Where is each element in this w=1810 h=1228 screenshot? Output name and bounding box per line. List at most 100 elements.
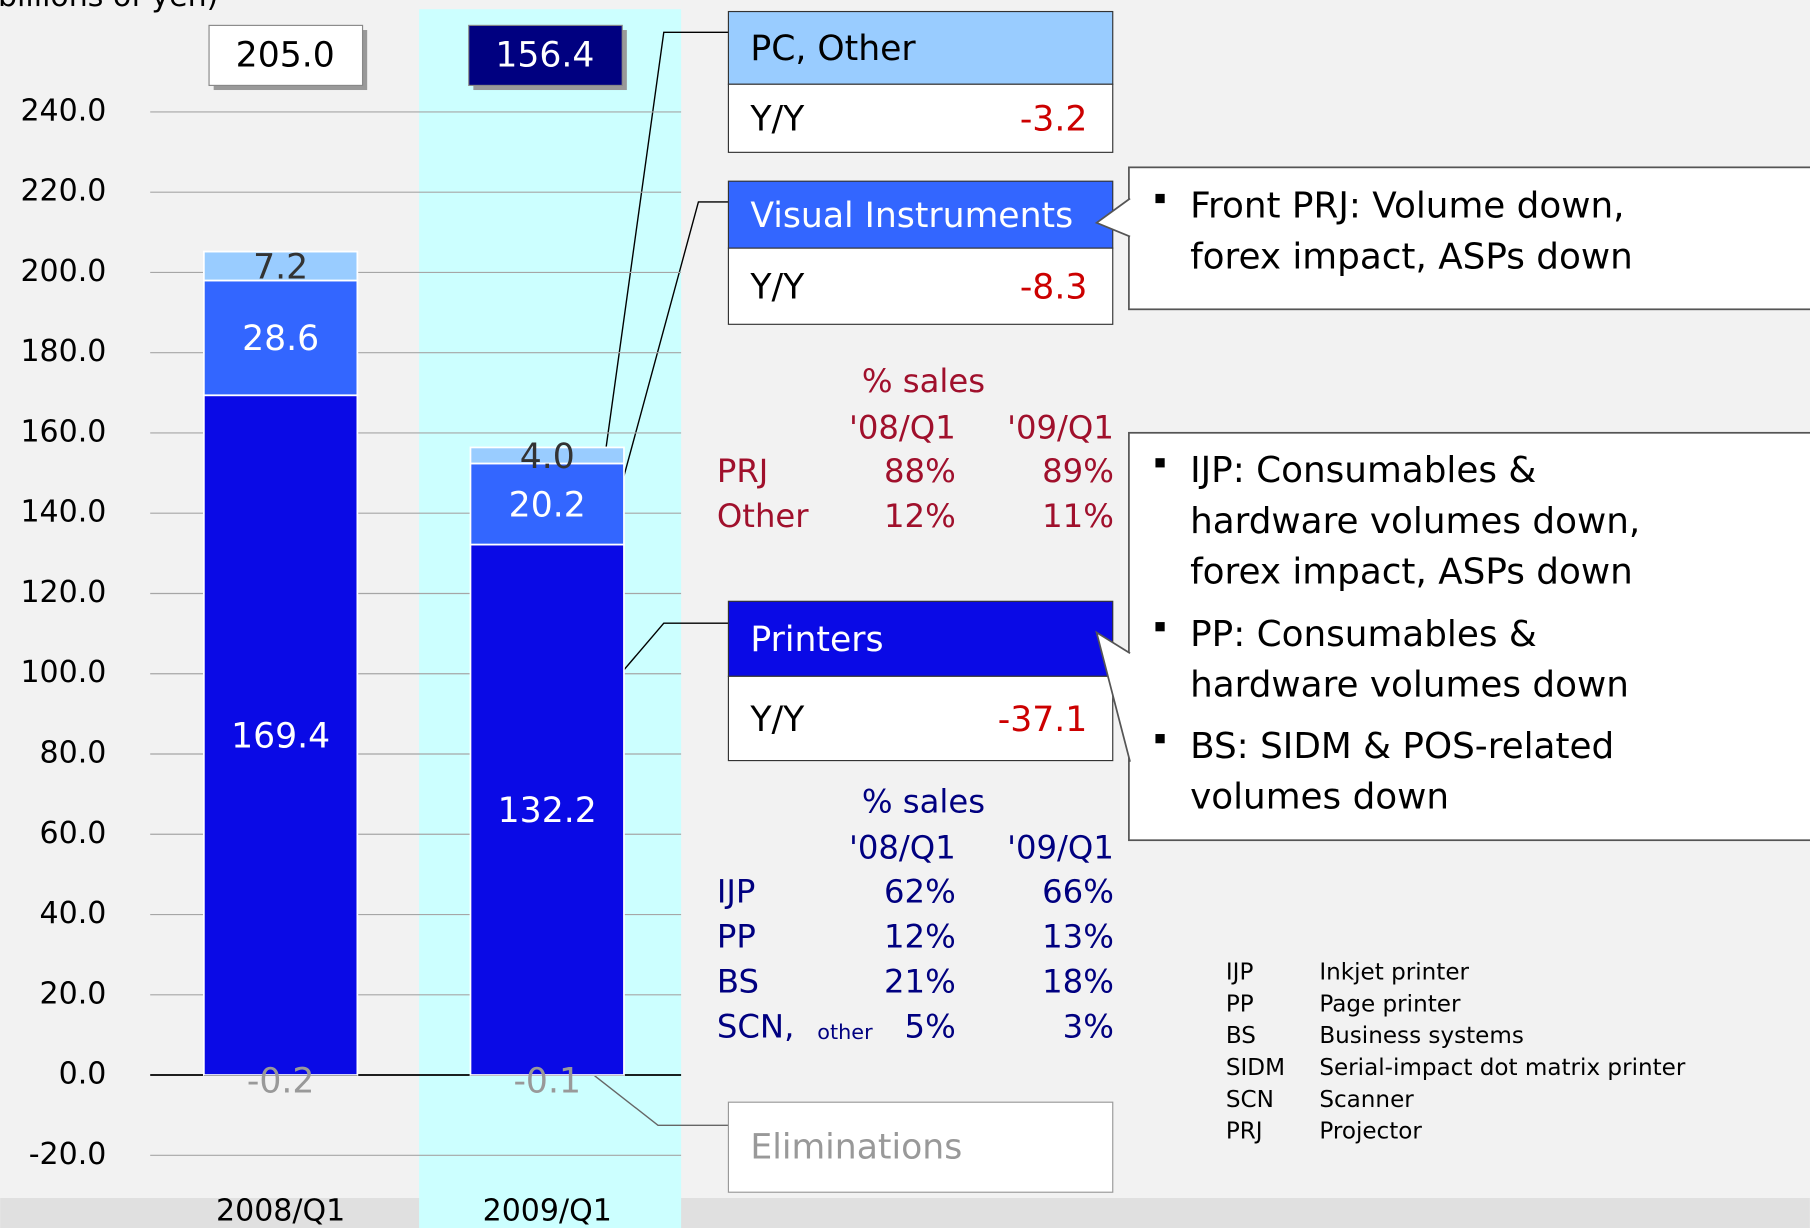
table-cell: 88% — [884, 452, 956, 490]
yy-row — [727, 675, 1114, 762]
y-tick-label: 60.0 — [40, 816, 107, 851]
note-line: hardware volumes down — [1190, 665, 1629, 706]
table-cell: 13% — [1042, 917, 1114, 955]
y-tick-label: 120.0 — [20, 575, 106, 610]
y-tick-label: 140.0 — [20, 495, 106, 530]
bullet — [1155, 622, 1165, 632]
data-label: -0.1 — [513, 1062, 581, 1102]
yy-value: -3.2 — [1020, 100, 1088, 140]
table-cell: 62% — [884, 872, 956, 910]
total-box — [208, 24, 364, 86]
legend-header — [727, 600, 1114, 677]
note-box — [1128, 166, 1810, 311]
legend-name: Eliminations — [750, 1127, 962, 1167]
table-column: '08/Q1 — [849, 828, 956, 866]
legend-name: PC, Other — [750, 29, 916, 69]
y-tick-label: 160.0 — [20, 414, 106, 449]
table-cell: 12% — [884, 917, 956, 955]
bar-segment — [202, 394, 359, 1076]
elim-box — [727, 1101, 1114, 1193]
glossary-abbr: BS — [1226, 1023, 1256, 1049]
y-tick-label: 100.0 — [20, 655, 106, 690]
table-row-name: PRJ — [717, 452, 768, 490]
glossary-text: Inkjet printer — [1319, 959, 1469, 985]
table-row-name: IJP — [717, 872, 756, 910]
table-column: '09/Q1 — [1007, 408, 1114, 446]
data-label: 28.6 — [242, 319, 319, 359]
legend-name: Visual Instruments — [750, 196, 1073, 236]
bar-segment — [203, 1075, 358, 1076]
note-line: PP: Consumables & — [1190, 614, 1537, 655]
legend-header — [727, 10, 1114, 85]
y-tick-label: 220.0 — [20, 174, 106, 209]
bar-segment — [469, 543, 625, 1076]
yy-label: Y/Y — [749, 700, 805, 740]
data-label: 7.2 — [253, 247, 308, 287]
yy-row — [727, 247, 1114, 325]
data-label: -0.2 — [247, 1062, 315, 1102]
bar-segment — [202, 250, 359, 282]
yy-row — [727, 83, 1114, 153]
table-column: '08/Q1 — [849, 408, 956, 446]
glossary-abbr: SCN — [1226, 1087, 1274, 1113]
table-row-name: BS — [717, 962, 759, 1000]
glossary-abbr: SIDM — [1226, 1055, 1285, 1081]
bar-segment — [469, 446, 625, 465]
table-row-sub: other — [817, 1020, 873, 1044]
glossary-text: Projector — [1319, 1119, 1422, 1145]
table-row-name: SCN, — [717, 1007, 794, 1045]
table-row-name: PP — [717, 917, 756, 955]
total-box — [468, 24, 623, 86]
glossary-abbr: PP — [1226, 991, 1254, 1017]
note-pointer — [1095, 630, 1131, 762]
table-cell: 12% — [884, 497, 956, 535]
glossary-abbr: IJP — [1226, 959, 1254, 985]
note-line: forex impact, ASPs down — [1190, 237, 1633, 278]
note-box — [1128, 431, 1810, 842]
glossary-text: Page printer — [1319, 991, 1461, 1017]
axis-unit: (billions of yen) — [0, 0, 218, 14]
y-tick-label: 80.0 — [40, 736, 107, 771]
table-title: % sales — [862, 362, 985, 400]
total-label: 156.4 — [495, 36, 594, 76]
table-cell: 11% — [1042, 497, 1114, 535]
yy-value: -8.3 — [1020, 268, 1088, 308]
glossary-text: Scanner — [1319, 1087, 1414, 1113]
data-label: 169.4 — [231, 716, 330, 756]
data-label: 20.2 — [509, 485, 586, 525]
bullet — [1155, 734, 1165, 744]
y-tick-label: 200.0 — [20, 254, 106, 289]
yy-label: Y/Y — [749, 268, 805, 308]
table-title: % sales — [862, 782, 985, 820]
yy-label: Y/Y — [749, 100, 805, 140]
y-tick-label: 0.0 — [59, 1057, 107, 1092]
note-line: BS: SIDM & POS-related — [1190, 726, 1614, 767]
note-line: hardware volumes down, — [1190, 501, 1640, 542]
table-cell: 21% — [884, 962, 956, 1000]
glossary-text: Business systems — [1319, 1023, 1524, 1049]
note-line: forex impact, ASPs down — [1190, 552, 1633, 593]
x-tick-label: 2008/Q1 — [216, 1193, 345, 1228]
table-cell: 66% — [1042, 872, 1114, 910]
note-line: IJP: Consumables & — [1190, 450, 1536, 491]
data-label: 132.2 — [498, 791, 597, 831]
glossary-abbr: PRJ — [1226, 1119, 1263, 1145]
note-pointer — [1094, 197, 1131, 238]
bullet — [1155, 193, 1165, 204]
y-tick-label: -20.0 — [29, 1137, 107, 1172]
bottom-strip — [0, 1197, 1810, 1228]
table-row-name: Other — [717, 497, 809, 535]
table-column: '09/Q1 — [1007, 828, 1114, 866]
yy-value: -37.1 — [998, 700, 1088, 740]
x-tick-label: 2009/Q1 — [483, 1193, 612, 1228]
y-tick-label: 40.0 — [40, 896, 107, 931]
note-line: volumes down — [1190, 777, 1449, 818]
bullet — [1155, 458, 1165, 468]
table-cell: 5% — [905, 1007, 956, 1045]
table-cell: 3% — [1063, 1007, 1114, 1045]
leader-lines — [594, 31, 729, 1126]
total-label: 205.0 — [236, 36, 335, 76]
data-label: 4.0 — [520, 437, 575, 477]
y-tick-label: 180.0 — [20, 334, 106, 369]
